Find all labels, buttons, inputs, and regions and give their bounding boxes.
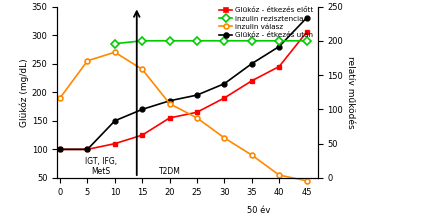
Y-axis label: Glükóz (mg/dL): Glükóz (mg/dL) <box>19 58 29 127</box>
Text: IGT, IFG,
MetS: IGT, IFG, MetS <box>85 157 117 176</box>
Text: T2DM: T2DM <box>159 167 180 176</box>
Text: 50 év: 50 év <box>247 206 270 215</box>
Legend: Glükóz - étkezés előtt, inzulin rezisztencia, inzulin válasz, Glükóz - étkezés u: Glükóz - étkezés előtt, inzulin reziszte… <box>218 7 314 39</box>
Y-axis label: relatív működés: relatív működés <box>346 56 355 128</box>
